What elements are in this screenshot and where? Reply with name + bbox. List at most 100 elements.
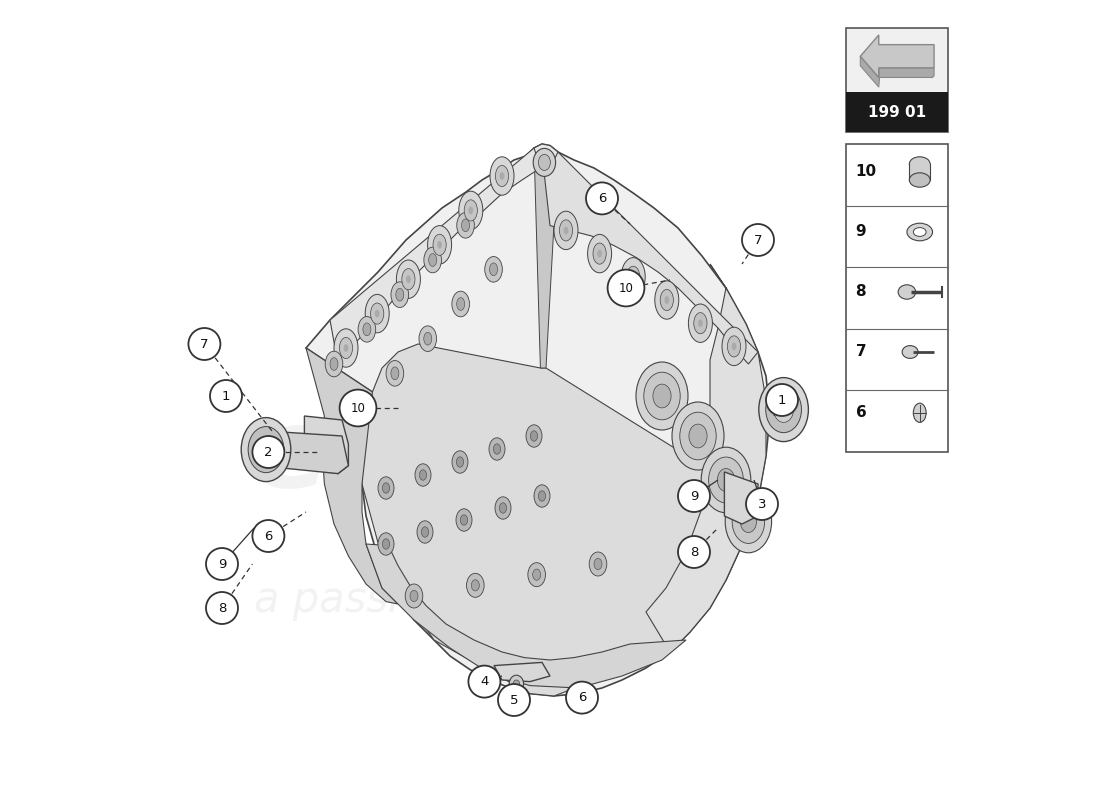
Ellipse shape: [727, 336, 740, 357]
Ellipse shape: [698, 319, 703, 327]
Ellipse shape: [456, 213, 474, 238]
Ellipse shape: [636, 362, 688, 430]
Ellipse shape: [590, 552, 607, 576]
Ellipse shape: [898, 285, 915, 299]
Ellipse shape: [490, 438, 505, 460]
Text: 5: 5: [509, 694, 518, 706]
Ellipse shape: [424, 332, 432, 345]
Text: 3: 3: [758, 498, 767, 510]
Circle shape: [206, 592, 238, 624]
Polygon shape: [306, 144, 770, 696]
Ellipse shape: [906, 223, 933, 241]
Ellipse shape: [766, 386, 802, 433]
Ellipse shape: [910, 173, 931, 187]
FancyBboxPatch shape: [846, 144, 948, 452]
Ellipse shape: [452, 291, 470, 317]
Ellipse shape: [396, 288, 404, 301]
Ellipse shape: [708, 457, 744, 503]
Ellipse shape: [241, 418, 290, 482]
Circle shape: [252, 436, 285, 468]
Text: 10: 10: [351, 402, 365, 414]
Ellipse shape: [471, 580, 480, 591]
Ellipse shape: [680, 412, 716, 460]
Ellipse shape: [363, 323, 371, 336]
Ellipse shape: [514, 680, 519, 688]
Ellipse shape: [358, 402, 366, 414]
FancyBboxPatch shape: [846, 28, 948, 132]
Ellipse shape: [330, 358, 338, 370]
Text: 6: 6: [264, 530, 273, 542]
Ellipse shape: [459, 191, 483, 230]
Text: 8: 8: [218, 602, 227, 614]
Text: 9: 9: [856, 225, 866, 239]
Ellipse shape: [494, 444, 501, 454]
Text: 8: 8: [690, 546, 698, 558]
Polygon shape: [542, 152, 758, 364]
Text: 1: 1: [778, 394, 786, 406]
Ellipse shape: [469, 206, 473, 214]
Text: 2: 2: [264, 446, 273, 458]
Text: since 1985: since 1985: [590, 379, 756, 469]
Ellipse shape: [383, 482, 389, 493]
Text: 1: 1: [222, 390, 230, 402]
Ellipse shape: [456, 509, 472, 531]
Ellipse shape: [383, 539, 389, 549]
Ellipse shape: [660, 290, 673, 310]
Ellipse shape: [456, 457, 463, 467]
Ellipse shape: [534, 149, 556, 177]
Polygon shape: [860, 35, 934, 78]
Text: 4: 4: [481, 675, 488, 688]
Ellipse shape: [466, 574, 484, 598]
Text: 10: 10: [856, 165, 877, 179]
Ellipse shape: [429, 254, 437, 266]
Text: 10: 10: [618, 282, 634, 294]
Ellipse shape: [722, 327, 746, 366]
Ellipse shape: [733, 500, 764, 543]
Ellipse shape: [509, 675, 524, 693]
Polygon shape: [534, 146, 558, 368]
Ellipse shape: [375, 310, 379, 318]
Text: 6: 6: [597, 192, 606, 205]
Ellipse shape: [594, 558, 602, 570]
Ellipse shape: [910, 157, 931, 171]
Ellipse shape: [386, 361, 404, 386]
Ellipse shape: [396, 260, 420, 298]
Circle shape: [469, 666, 500, 698]
Ellipse shape: [390, 282, 408, 307]
Ellipse shape: [689, 424, 707, 448]
Ellipse shape: [405, 584, 422, 608]
Ellipse shape: [740, 510, 757, 533]
Ellipse shape: [495, 497, 512, 519]
Ellipse shape: [593, 243, 606, 264]
Ellipse shape: [913, 227, 926, 237]
Circle shape: [678, 536, 710, 568]
Text: 6: 6: [578, 691, 586, 704]
Ellipse shape: [419, 470, 427, 480]
Circle shape: [206, 548, 238, 580]
Text: 6: 6: [856, 406, 867, 420]
Ellipse shape: [410, 590, 418, 602]
Text: 199 01: 199 01: [868, 105, 926, 120]
Ellipse shape: [913, 403, 926, 422]
Ellipse shape: [456, 298, 464, 310]
Ellipse shape: [499, 172, 505, 180]
Ellipse shape: [417, 521, 433, 543]
Polygon shape: [910, 164, 931, 180]
Text: 8: 8: [856, 285, 866, 299]
Ellipse shape: [249, 426, 284, 473]
Circle shape: [678, 480, 710, 512]
Ellipse shape: [495, 166, 508, 186]
Ellipse shape: [689, 304, 713, 342]
Ellipse shape: [390, 367, 399, 380]
Ellipse shape: [725, 490, 771, 553]
Ellipse shape: [433, 234, 447, 255]
Ellipse shape: [334, 329, 358, 367]
Ellipse shape: [378, 533, 394, 555]
Ellipse shape: [326, 351, 343, 377]
Circle shape: [746, 488, 778, 520]
Ellipse shape: [461, 515, 468, 525]
Ellipse shape: [717, 469, 735, 491]
Ellipse shape: [424, 247, 441, 273]
Ellipse shape: [437, 241, 442, 249]
Ellipse shape: [563, 226, 569, 234]
